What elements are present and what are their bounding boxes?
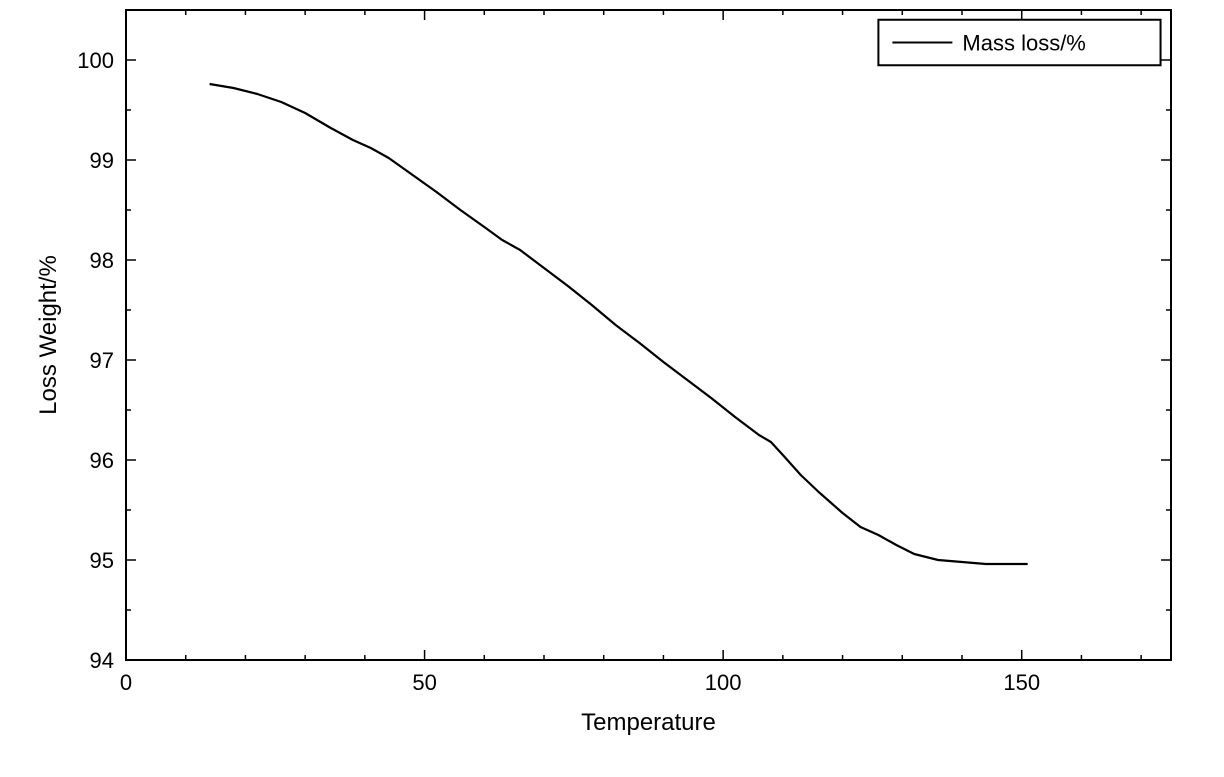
y-tick-label: 95 bbox=[90, 548, 114, 573]
x-tick-label: 50 bbox=[412, 670, 436, 695]
y-tick-label: 97 bbox=[90, 348, 114, 373]
x-tick-label: 100 bbox=[705, 670, 742, 695]
chart-svg: 0 50 100 150 94 95 96 97 98 99 100 Temperature Loss … bbox=[0, 0, 1224, 777]
x-tick-label: 150 bbox=[1003, 670, 1040, 695]
y-axis-label: Loss Weight/% bbox=[35, 255, 62, 415]
legend-item-label: Mass loss/% bbox=[962, 31, 1085, 56]
x-axis-label: Temperature bbox=[581, 709, 716, 736]
x-tick-label: 0 bbox=[120, 670, 132, 695]
y-tick-label: 94 bbox=[90, 648, 114, 673]
y-tick-label: 100 bbox=[77, 48, 114, 73]
tga-chart: 0 50 100 150 94 95 96 97 98 99 100 Temperature Loss … bbox=[0, 0, 1224, 777]
y-tick-label: 96 bbox=[90, 448, 114, 473]
y-tick-label: 98 bbox=[90, 248, 114, 273]
y-tick-label: 99 bbox=[90, 148, 114, 173]
